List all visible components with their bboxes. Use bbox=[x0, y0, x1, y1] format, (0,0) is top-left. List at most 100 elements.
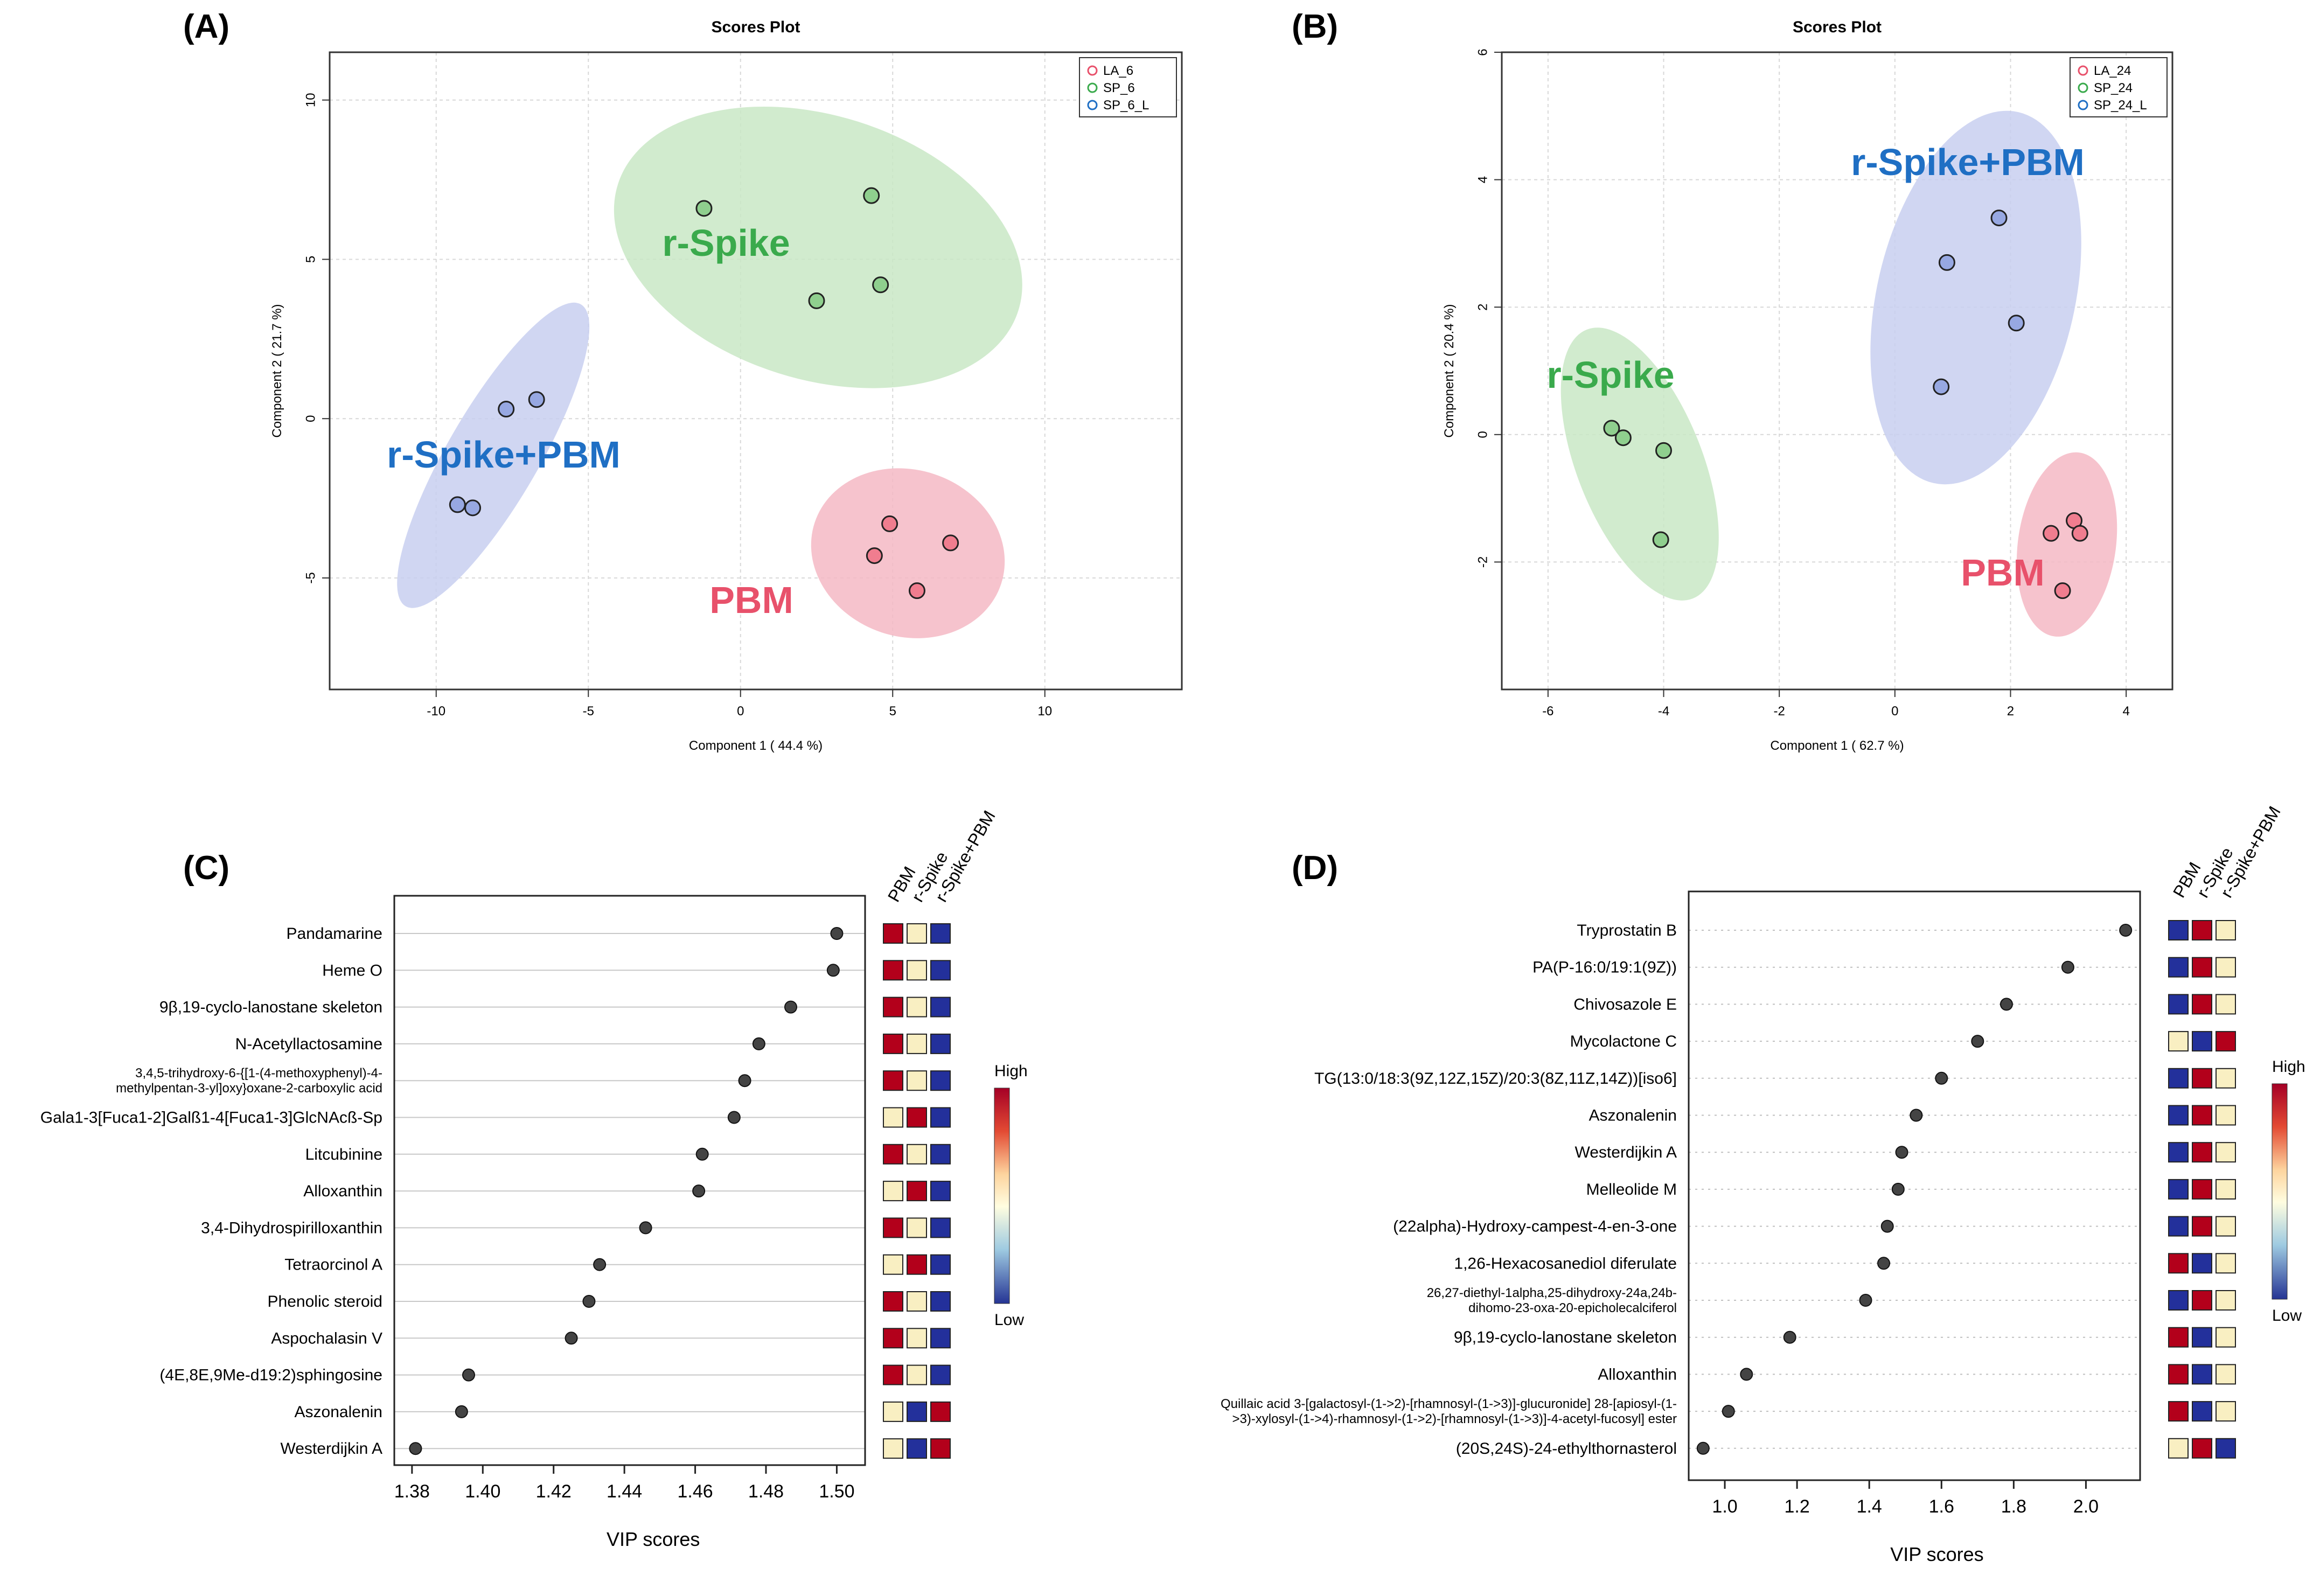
data-point-la_24 bbox=[2071, 525, 2088, 542]
data-point-sp_24 bbox=[1614, 429, 1632, 447]
heatmap-cell bbox=[907, 996, 927, 1017]
panel-b: (B) Scores Plot -6 -4 -2 0 2 4 -2 0 2 4 6 Component 1… bbox=[1292, 8, 2173, 753]
metabolite-label: Mycolactone C bbox=[1570, 1033, 1677, 1050]
color-scale-bar bbox=[994, 1088, 1010, 1304]
x-tick-label: 1.8 bbox=[2001, 1496, 2026, 1517]
data-point-sp_6 bbox=[863, 187, 880, 204]
heatmap-cell bbox=[907, 1070, 927, 1091]
heatmap-cell bbox=[2168, 1216, 2189, 1237]
heatmap-cell bbox=[2168, 1327, 2189, 1348]
plot-frame bbox=[1688, 890, 2141, 1481]
color-scale-bar bbox=[2272, 1083, 2288, 1300]
x-tick-label: 5 bbox=[889, 704, 896, 719]
chart-title: Scores Plot bbox=[711, 18, 800, 36]
x-tick-label: 4 bbox=[2122, 704, 2129, 719]
color-scale-high: High bbox=[994, 1062, 1028, 1080]
heatmap-cell bbox=[930, 1144, 951, 1165]
x-tick-label: 10 bbox=[1037, 704, 1052, 719]
heatmap-cell bbox=[2192, 994, 2212, 1015]
vip-score-point bbox=[1910, 1109, 1923, 1122]
heatmap-cell bbox=[2168, 1290, 2189, 1311]
heatmap-cell bbox=[2216, 957, 2236, 978]
heatmap-cell bbox=[930, 1033, 951, 1054]
metabolite-label: Chivosazole E bbox=[1573, 995, 1677, 1013]
heatmap-cell bbox=[930, 1291, 951, 1312]
heatmap-cell bbox=[883, 996, 903, 1017]
vip-score-point bbox=[409, 1442, 422, 1455]
heatmap-cell bbox=[930, 1254, 951, 1275]
heatmap-cell bbox=[883, 1070, 903, 1091]
vip-score-point bbox=[2000, 998, 2013, 1011]
data-point-sp_6 bbox=[808, 292, 825, 309]
heatmap-cell bbox=[907, 1144, 927, 1165]
heatmap-cell bbox=[2192, 1031, 2212, 1052]
heatmap-cell bbox=[2168, 1253, 2189, 1274]
vip-score-point bbox=[1783, 1330, 1796, 1344]
metabolite-label: 3,4-Dihydrospirilloxanthin bbox=[201, 1219, 382, 1237]
group-label: r-Spike bbox=[1546, 354, 1674, 396]
heatmap-cell bbox=[2168, 1364, 2189, 1385]
heatmap-cell bbox=[2192, 920, 2212, 940]
data-point-sp_24_l bbox=[1990, 210, 2008, 227]
metabolite-label: Aszonalenin bbox=[295, 1403, 382, 1421]
heatmap-cell bbox=[2192, 1142, 2212, 1163]
x-tick-label: -10 bbox=[427, 704, 445, 719]
heatmap-cell bbox=[907, 1291, 927, 1312]
data-point-sp_6 bbox=[695, 200, 713, 217]
vip-score-point bbox=[2119, 924, 2133, 937]
y-tick-label: 0 bbox=[303, 415, 318, 422]
metabolite-label: Heme O bbox=[322, 961, 382, 979]
heatmap-cell bbox=[907, 1438, 927, 1459]
heatmap-cell bbox=[2192, 1401, 2212, 1422]
y-tick-label: 5 bbox=[303, 256, 318, 263]
heatmap-cell bbox=[883, 1107, 903, 1128]
panel-label: (A) bbox=[183, 8, 229, 45]
x-axis-label: VIP scores bbox=[607, 1528, 700, 1550]
x-tick-label: 1.48 bbox=[748, 1481, 784, 1502]
heatmap-cell bbox=[930, 1364, 951, 1385]
x-tick-label: 1.50 bbox=[819, 1481, 854, 1502]
legend-entry: SP_24 bbox=[2094, 81, 2133, 95]
heatmap-cell bbox=[930, 960, 951, 981]
confidence-ellipse-la_6 bbox=[811, 468, 1005, 638]
heatmap-cell bbox=[2192, 1438, 2212, 1459]
x-tick-label: 1.46 bbox=[677, 1481, 713, 1502]
vip-score-point bbox=[582, 1295, 596, 1308]
heatmap-cell bbox=[930, 1401, 951, 1422]
data-point-sp_6_l bbox=[464, 499, 482, 517]
y-tick-label: 6 bbox=[1475, 48, 1490, 55]
metabolite-label: Tetraorcinol A bbox=[284, 1256, 382, 1274]
legend-marker bbox=[2078, 65, 2088, 76]
data-point-la_6 bbox=[942, 534, 959, 552]
heatmap-cell bbox=[2216, 1364, 2236, 1385]
heatmap-cell bbox=[907, 960, 927, 981]
x-axis-label: Component 1 ( 44.4 %) bbox=[689, 738, 823, 753]
heatmap-cell bbox=[907, 923, 927, 944]
vip-score-point bbox=[1971, 1035, 1984, 1048]
data-point-la_6 bbox=[908, 582, 925, 600]
heatmap-cell bbox=[2216, 1327, 2236, 1348]
data-point-la_6 bbox=[866, 547, 883, 564]
metabolite-label: Quillaic acid 3-[galactosyl-(1->2)-[rham… bbox=[1221, 1397, 1677, 1411]
x-tick-label: -2 bbox=[1774, 704, 1785, 719]
x-tick-label: 1.44 bbox=[607, 1481, 642, 1502]
panel-d: (D) Tryprostatin B PA(P-16:0/19:1(9Z)) Chiv… bbox=[1221, 803, 2305, 1565]
group-label: r-Spike+PBM bbox=[1851, 141, 2085, 183]
vip-score-point bbox=[1696, 1441, 1710, 1455]
legend-entry: LA_24 bbox=[2094, 64, 2131, 78]
legend-entry: SP_6_L bbox=[1103, 98, 1149, 113]
metabolite-label: (4E,8E,9Me-d19:2)sphingosine bbox=[159, 1367, 382, 1384]
heatmap-cell bbox=[883, 923, 903, 944]
plot-frame bbox=[393, 895, 866, 1466]
confidence-ellipse-la_24 bbox=[2017, 452, 2117, 637]
legend-marker bbox=[1087, 100, 1098, 110]
data-point-sp_6 bbox=[872, 276, 889, 294]
heatmap-cell bbox=[2168, 1142, 2189, 1163]
group-label: PBM bbox=[709, 579, 793, 621]
heatmap-cell bbox=[2216, 1290, 2236, 1311]
heatmap-cell bbox=[2168, 1068, 2189, 1089]
heatmap-cell bbox=[2192, 1216, 2212, 1237]
heatmap-cell bbox=[2168, 994, 2189, 1015]
x-tick-label: -4 bbox=[1658, 704, 1669, 719]
